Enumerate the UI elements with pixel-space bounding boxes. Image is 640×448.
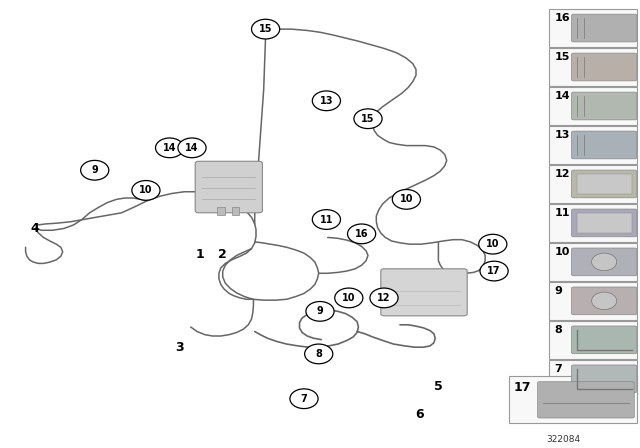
Text: 2: 2 — [218, 248, 227, 261]
Text: 6: 6 — [415, 408, 424, 421]
FancyBboxPatch shape — [572, 131, 637, 159]
Text: 15: 15 — [259, 24, 273, 34]
Text: 14: 14 — [185, 143, 199, 153]
Bar — [549, 243, 637, 281]
FancyBboxPatch shape — [572, 326, 637, 354]
Text: 14: 14 — [554, 91, 570, 101]
Circle shape — [132, 181, 160, 200]
Circle shape — [305, 344, 333, 364]
Text: 3: 3 — [175, 340, 184, 354]
Text: 1: 1 — [196, 248, 205, 261]
Text: 16: 16 — [554, 13, 570, 23]
Text: 12: 12 — [554, 169, 570, 179]
Bar — [549, 126, 637, 164]
Text: 12: 12 — [377, 293, 391, 303]
Text: 13: 13 — [554, 130, 570, 140]
Bar — [549, 48, 637, 86]
Text: 8: 8 — [554, 325, 562, 335]
Bar — [549, 165, 637, 203]
Bar — [549, 321, 637, 359]
FancyBboxPatch shape — [572, 248, 637, 276]
Text: 10: 10 — [342, 293, 356, 303]
Text: 16: 16 — [355, 229, 369, 239]
Circle shape — [81, 160, 109, 180]
Text: 9: 9 — [317, 306, 323, 316]
Text: 13: 13 — [319, 96, 333, 106]
Circle shape — [178, 138, 206, 158]
Bar — [549, 87, 637, 125]
Text: 10: 10 — [399, 194, 413, 204]
Text: 9: 9 — [92, 165, 98, 175]
FancyBboxPatch shape — [572, 365, 637, 393]
Bar — [549, 204, 637, 242]
FancyBboxPatch shape — [572, 209, 637, 237]
Text: 7: 7 — [301, 394, 307, 404]
Text: 15: 15 — [361, 114, 375, 124]
Circle shape — [392, 190, 420, 209]
Circle shape — [156, 138, 184, 158]
Circle shape — [591, 292, 617, 310]
Circle shape — [252, 19, 280, 39]
Text: 4: 4 — [31, 222, 40, 235]
FancyBboxPatch shape — [195, 161, 262, 213]
Text: 10: 10 — [139, 185, 153, 195]
FancyBboxPatch shape — [381, 269, 467, 316]
Text: 5: 5 — [434, 379, 443, 393]
Bar — [549, 282, 637, 320]
Text: 10: 10 — [486, 239, 500, 249]
Text: 10: 10 — [554, 247, 570, 257]
FancyBboxPatch shape — [572, 14, 637, 42]
FancyBboxPatch shape — [577, 213, 632, 233]
FancyBboxPatch shape — [538, 382, 634, 418]
Text: 9: 9 — [554, 286, 562, 296]
Circle shape — [306, 302, 334, 321]
Bar — [549, 360, 637, 398]
Text: 14: 14 — [163, 143, 177, 153]
Circle shape — [348, 224, 376, 244]
FancyBboxPatch shape — [572, 92, 637, 120]
Bar — [509, 376, 637, 423]
Circle shape — [312, 210, 340, 229]
Circle shape — [479, 234, 507, 254]
Text: 11: 11 — [554, 208, 570, 218]
Circle shape — [335, 288, 363, 308]
Text: 17: 17 — [514, 381, 531, 394]
Circle shape — [480, 261, 508, 281]
Text: 15: 15 — [554, 52, 570, 62]
FancyBboxPatch shape — [572, 287, 637, 315]
Circle shape — [354, 109, 382, 129]
FancyBboxPatch shape — [572, 170, 637, 198]
Circle shape — [312, 91, 340, 111]
Circle shape — [370, 288, 398, 308]
FancyBboxPatch shape — [572, 53, 637, 81]
Text: 8: 8 — [316, 349, 322, 359]
Circle shape — [591, 253, 617, 271]
Bar — [232, 207, 239, 215]
Text: 17: 17 — [487, 266, 501, 276]
Text: 322084: 322084 — [546, 435, 580, 444]
FancyBboxPatch shape — [577, 174, 632, 194]
Circle shape — [290, 389, 318, 409]
Text: 11: 11 — [319, 215, 333, 224]
Text: 7: 7 — [554, 364, 562, 374]
Bar — [549, 9, 637, 47]
Bar — [217, 207, 225, 215]
